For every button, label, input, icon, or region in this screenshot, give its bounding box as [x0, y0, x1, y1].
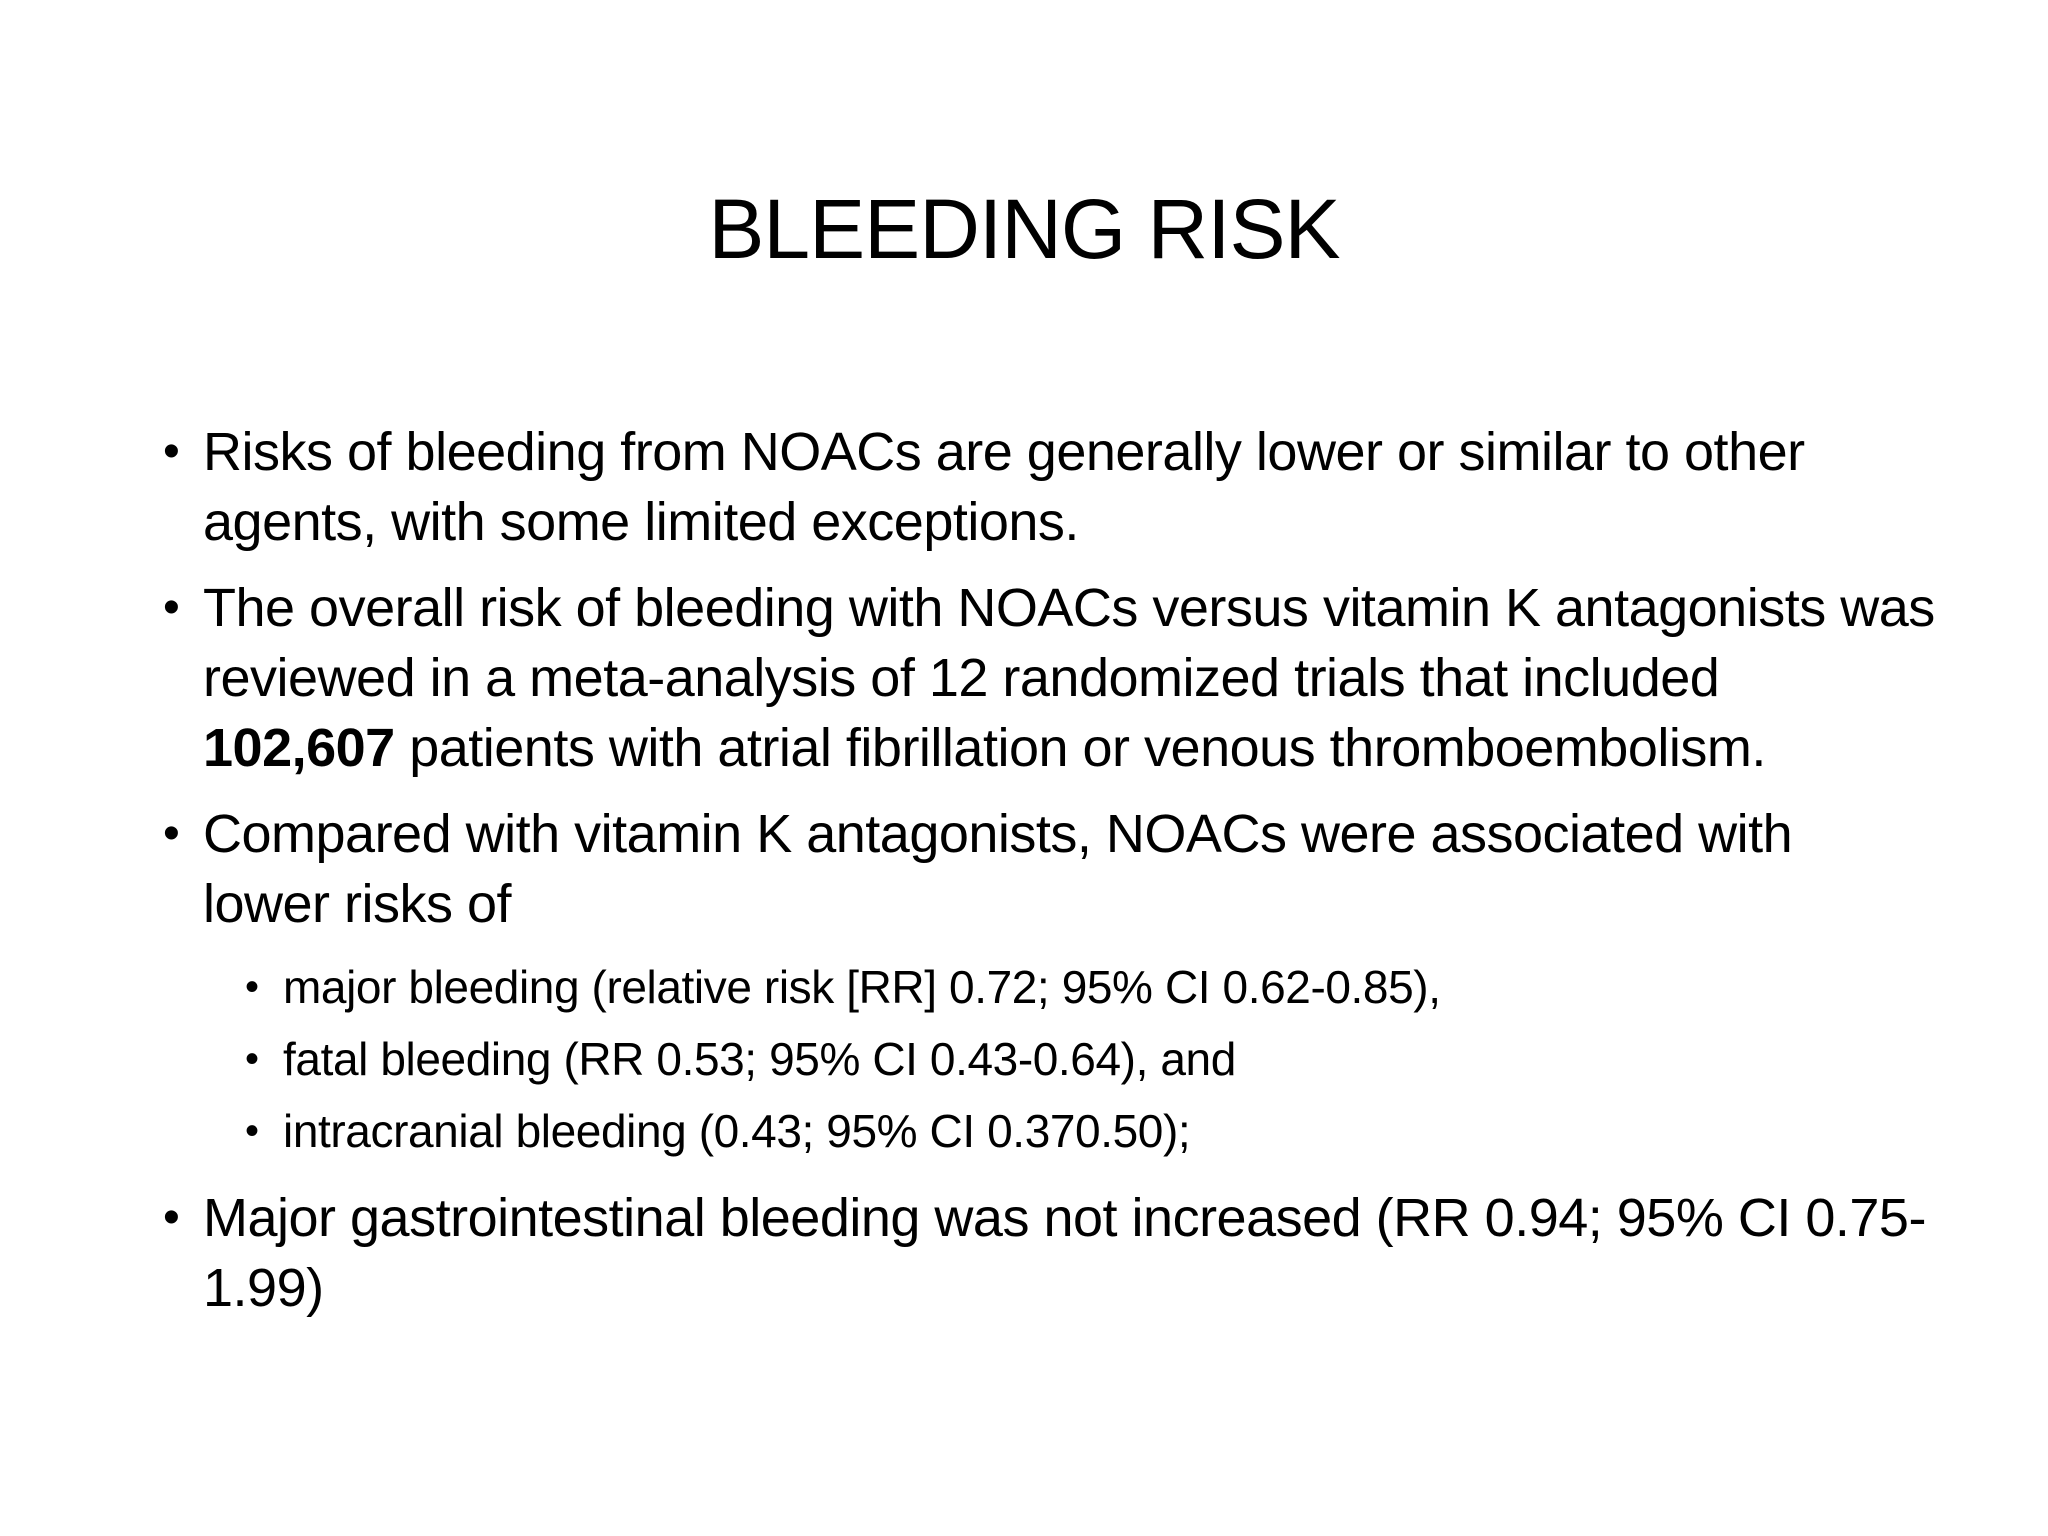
slide-body: • Risks of bleeding from NOACs are gener… [0, 417, 2048, 1323]
bullet-line: reviewed in a meta-analysis of 12 random… [203, 648, 1720, 708]
bullet-icon: • [245, 1109, 260, 1153]
bullet-text: fatal bleeding (RR 0.53; 95% CI 0.43-0.6… [283, 1023, 1236, 1095]
bullet-text: Risks of bleeding from NOACs are general… [203, 417, 1805, 557]
bullet-line-rest: patients with atrial fibrillation or ven… [394, 718, 1766, 778]
bullet-line: Risks of bleeding from NOACs are general… [203, 422, 1805, 482]
bullet-line: agents, with some limited exceptions. [203, 492, 1079, 552]
bullet-text: major bleeding (relative risk [RR] 0.72;… [283, 951, 1441, 1023]
sub-bullet-item: • major bleeding (relative risk [RR] 0.7… [0, 951, 2048, 1023]
patient-count-bold: 102,607 [203, 718, 395, 778]
page-title: BLEEDING RISK [708, 182, 1340, 276]
bullet-line: Major gastrointestinal bleeding was not … [203, 1188, 1926, 1248]
bullet-text: intracranial bleeding (0.43; 95% CI 0.37… [283, 1095, 1191, 1167]
bullet-icon: • [245, 965, 260, 1009]
bullet-line: major bleeding (relative risk [RR] 0.72;… [283, 961, 1441, 1013]
bullet-item: • The overall risk of bleeding with NOAC… [0, 573, 2048, 783]
bullet-icon: • [163, 807, 180, 860]
bullet-icon: • [163, 425, 180, 478]
bullet-item: • Risks of bleeding from NOACs are gener… [0, 417, 2048, 557]
bullet-line: 102,607 patients with atrial fibrillatio… [203, 713, 1935, 783]
bullet-item: • Compared with vitamin K antagonists, N… [0, 799, 2048, 939]
bullet-line: 1.99) [203, 1258, 324, 1318]
bullet-line: Compared with vitamin K antagonists, NOA… [203, 804, 1793, 864]
bullet-text: The overall risk of bleeding with NOACs … [203, 573, 1935, 783]
bullet-text: Compared with vitamin K antagonists, NOA… [203, 799, 1793, 939]
bullet-line: fatal bleeding (RR 0.53; 95% CI 0.43-0.6… [283, 1033, 1236, 1085]
bullet-line: intracranial bleeding (0.43; 95% CI 0.37… [283, 1105, 1191, 1157]
sub-bullet-item: • fatal bleeding (RR 0.53; 95% CI 0.43-0… [0, 1023, 2048, 1095]
bullet-line: lower risks of [203, 874, 512, 934]
bullet-icon: • [163, 1191, 180, 1244]
bullet-line: The overall risk of bleeding with NOACs … [203, 578, 1935, 638]
sub-bullet-item: • intracranial bleeding (0.43; 95% CI 0.… [0, 1095, 2048, 1167]
bullet-item: • Major gastrointestinal bleeding was no… [0, 1183, 2048, 1323]
bullet-icon: • [245, 1037, 260, 1081]
bullet-text: Major gastrointestinal bleeding was not … [203, 1183, 1926, 1323]
bullet-icon: • [163, 581, 180, 634]
